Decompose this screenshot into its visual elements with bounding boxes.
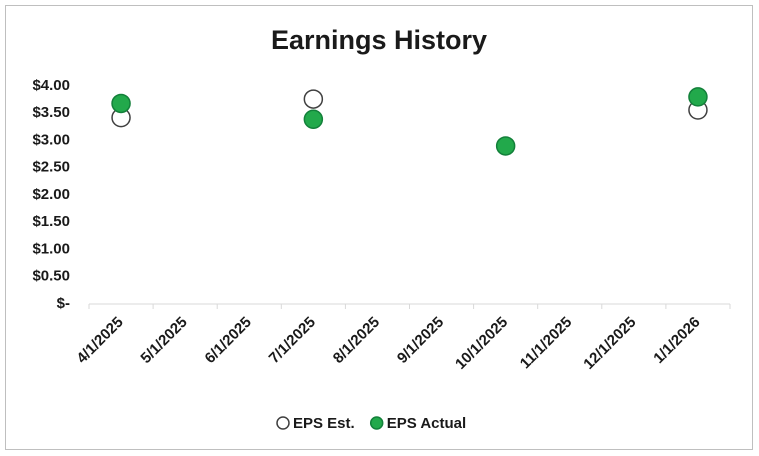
legend-label: EPS Actual [387,415,466,432]
y-tick-label: $3.00 [32,131,70,148]
y-tick-label: $3.50 [32,104,70,121]
chart-title: Earnings History [271,25,487,55]
marker [303,109,324,129]
marker [303,89,324,109]
legend-label: EPS Est. [293,415,355,432]
y-tick-label: $4.00 [32,77,70,94]
marker [111,93,131,114]
y-tick-label: $2.50 [32,159,70,176]
legend-marker [276,416,290,430]
y-tick-label: $1.00 [32,240,70,257]
legend-marker [369,416,384,430]
marker [495,136,516,156]
chart-border [5,5,753,450]
marker [688,87,708,107]
y-tick-label: $2.00 [32,186,70,203]
y-tick-label: $1.50 [32,213,70,230]
y-tick-label: $0.50 [32,268,70,285]
y-tick-label: $- [57,295,70,312]
